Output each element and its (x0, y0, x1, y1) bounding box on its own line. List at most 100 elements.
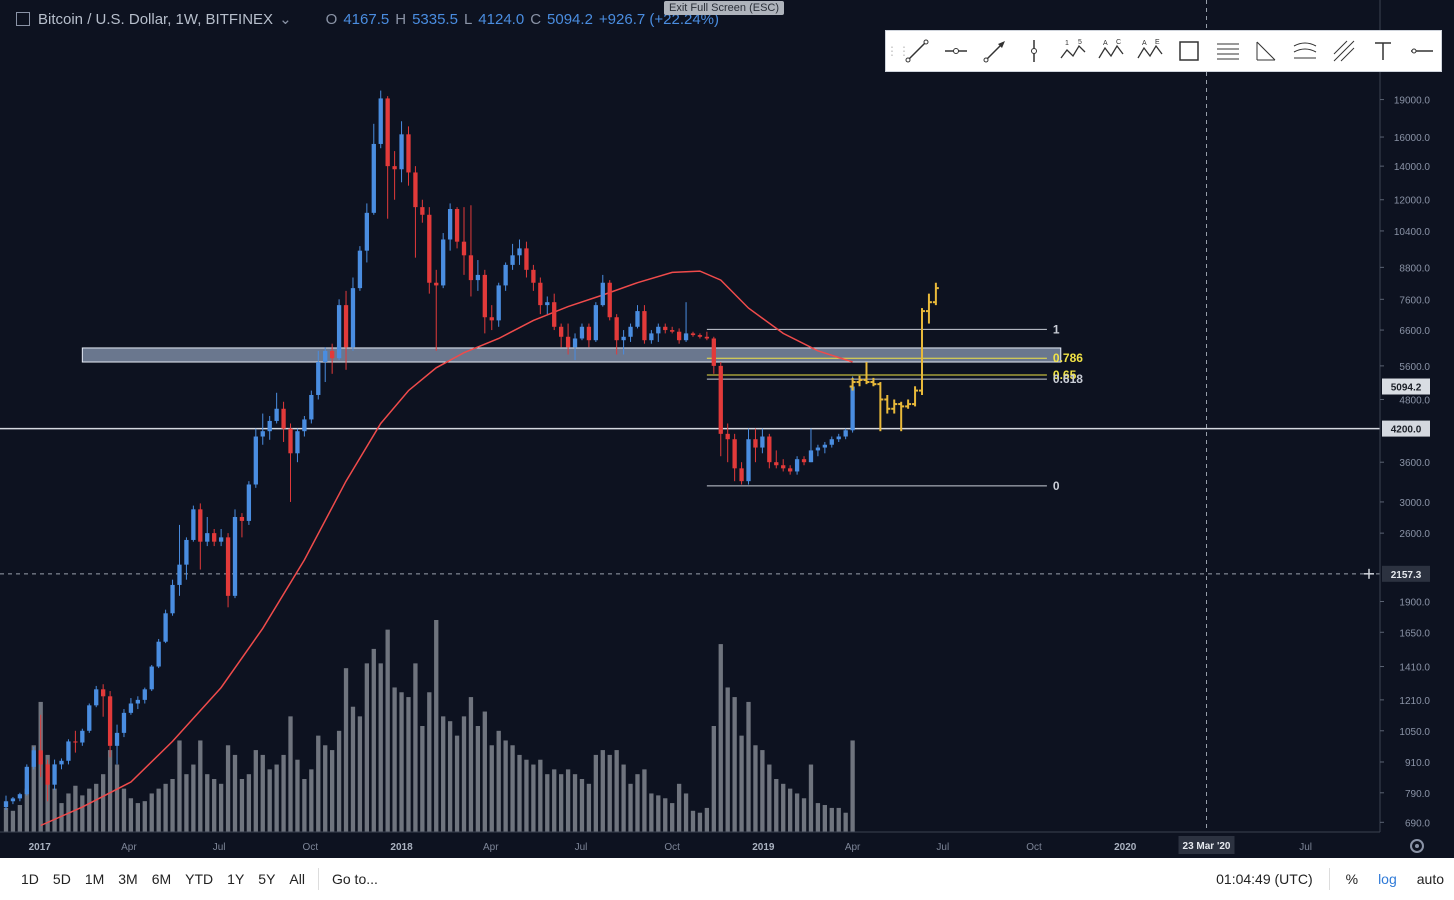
volume-bar (392, 687, 397, 832)
volume-bar (163, 783, 168, 832)
volume-bar (267, 769, 272, 832)
volume-bar (454, 735, 460, 832)
candle-body (586, 326, 592, 341)
horizontal-ray-icon[interactable] (937, 32, 976, 70)
volume-bar (295, 759, 300, 832)
candle-body (239, 516, 245, 521)
gear-icon[interactable] (1410, 839, 1424, 853)
candle-body (413, 172, 418, 208)
candle-body (336, 305, 342, 359)
candle-body (600, 282, 605, 306)
volume-bar (73, 785, 78, 832)
volume-bar (24, 788, 29, 832)
candle-body (156, 641, 161, 667)
candle-body (628, 326, 633, 337)
timeframe-button[interactable]: All (289, 871, 305, 887)
timeframe-button[interactable]: 1D (21, 871, 39, 887)
candle-body (808, 450, 814, 463)
log-toggle[interactable]: log (1378, 871, 1397, 887)
candle-body (579, 326, 585, 339)
fib-channel-icon[interactable] (1286, 32, 1325, 70)
candle-body (38, 750, 43, 765)
price-axis-label: 690.0 (1405, 818, 1430, 829)
volume-bar (676, 783, 682, 832)
fib-fan-icon[interactable] (1247, 32, 1286, 70)
arrow-line-icon[interactable] (976, 32, 1015, 70)
percent-toggle[interactable]: % (1345, 871, 1359, 887)
volume-bar (52, 788, 57, 832)
candle-body (163, 613, 168, 642)
fib-level-label: 0.618 (1053, 372, 1083, 386)
volume-bar (94, 783, 99, 832)
fib-level-label: 0.65 (1053, 368, 1077, 382)
parallel-channel-icon[interactable] (1208, 32, 1247, 70)
candle-body (364, 212, 369, 251)
volume-bar (753, 745, 758, 832)
volume-bar (704, 807, 710, 832)
volume-bar (579, 779, 585, 832)
vertical-line-icon[interactable] (1014, 32, 1053, 70)
timeframe-button[interactable]: YTD (185, 871, 214, 887)
timeframe-button[interactable]: 5Y (258, 871, 276, 887)
svg-text:1: 1 (1065, 40, 1069, 47)
candle-body (371, 143, 376, 213)
gear-icon[interactable] (1415, 844, 1419, 848)
candle-body (184, 539, 189, 565)
timeframe-button[interactable]: 6M (151, 871, 172, 887)
horizontal-line-icon[interactable] (1402, 32, 1441, 70)
candle-body (815, 447, 821, 451)
volume-bar (309, 769, 314, 832)
volume-bar (59, 803, 64, 832)
volume-bar (212, 779, 217, 832)
volume-bar (142, 801, 147, 832)
candle-body (663, 326, 668, 331)
symbol-title[interactable]: Bitcoin / U.S. Dollar, 1W, BITFINEX (38, 10, 274, 28)
goto-button[interactable]: Go to... (331, 871, 378, 887)
crosshair-date-label: 23 Mar '20 (1183, 841, 1231, 852)
candle-body (3, 801, 9, 808)
rectangle-icon[interactable] (1169, 32, 1208, 70)
exit-fullscreen-button[interactable]: Exit Full Screen (ESC) (664, 1, 785, 15)
candle-body (614, 317, 619, 341)
timeframe-button[interactable]: 1Y (227, 871, 245, 887)
time-axis-label: Apr (121, 842, 137, 853)
volume-bar (170, 779, 175, 832)
volume-bar (461, 716, 467, 832)
volume-bar (128, 798, 134, 832)
trend-line-icon[interactable] (898, 32, 937, 70)
text-icon[interactable] (1363, 32, 1402, 70)
auto-toggle[interactable]: auto (1416, 871, 1444, 887)
time-axis-label: 2020 (1114, 842, 1137, 853)
low-label: L (463, 10, 473, 28)
pitchfork-icon[interactable] (1325, 32, 1364, 70)
timeframe-list: 1D 5D 1M 3M 6M YTD 1Y 5Y All (0, 871, 312, 887)
candle-body (788, 468, 793, 472)
candle-body (774, 462, 779, 466)
svg-text:C: C (1116, 39, 1121, 46)
toolbar-grip-icon[interactable]: ⋮⋮ (886, 44, 910, 58)
volume-bar (794, 793, 800, 832)
candle-body (559, 326, 564, 337)
timeframe-button[interactable]: 1M (84, 871, 105, 887)
volume-bar (101, 774, 106, 832)
price-axis-label: 5600.0 (1399, 362, 1430, 373)
time-axis-label: 2017 (29, 842, 52, 853)
timeframe-button[interactable]: 5D (52, 871, 71, 887)
clock[interactable]: 01:04:49 (UTC) (1216, 871, 1313, 887)
price-chart[interactable]: 10.7860.650.618022000.019000.016000.0140… (0, 0, 1454, 858)
volume-bar (788, 788, 793, 832)
support-zone[interactable] (81, 347, 1062, 363)
timeframe-button[interactable]: 3M (118, 871, 138, 887)
volume-bar (274, 764, 279, 832)
volume-bar (621, 764, 626, 832)
volume-bar (586, 783, 592, 832)
chevron-down-icon[interactable]: ⌄ (279, 11, 292, 28)
volume-bar (836, 807, 841, 832)
expand-icon[interactable] (16, 12, 30, 26)
candle-body (683, 333, 689, 341)
time-axis-label: 2018 (390, 842, 413, 853)
